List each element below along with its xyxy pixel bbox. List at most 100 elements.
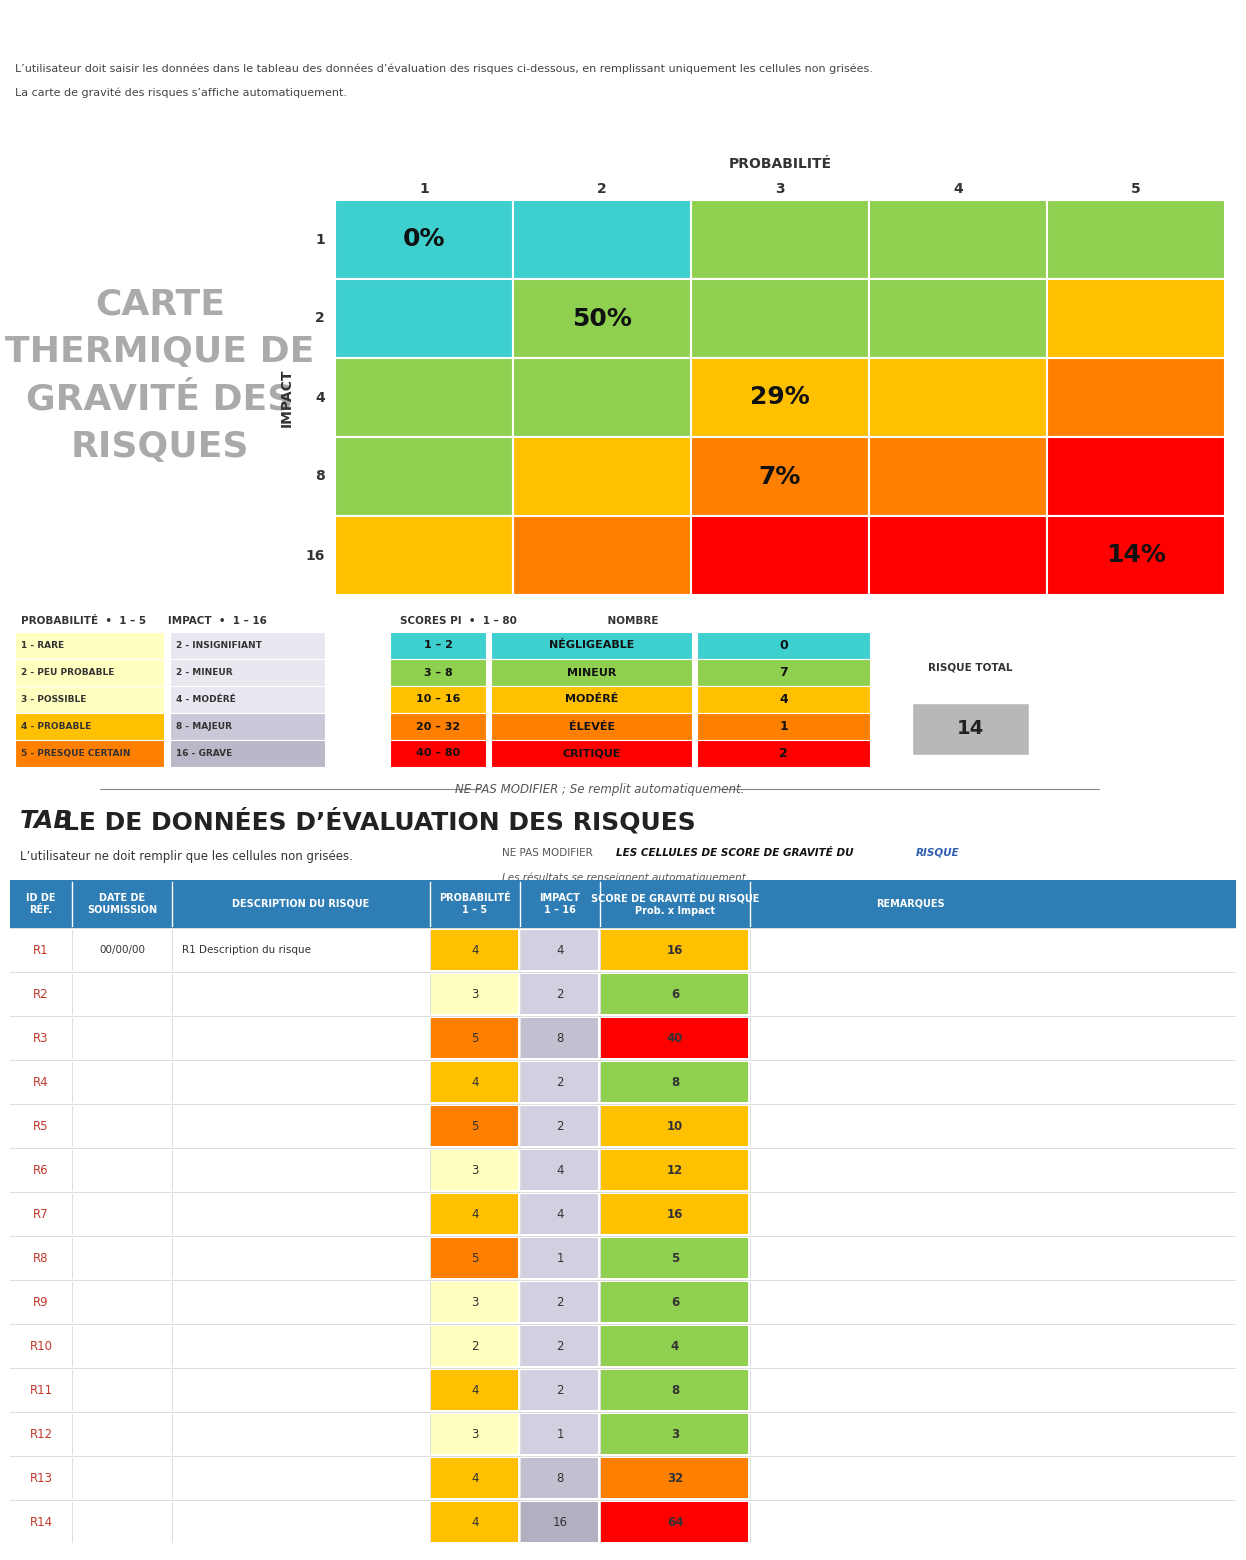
Bar (521, 1106, 598, 1145)
Text: 4: 4 (471, 1207, 478, 1220)
Bar (15, 658, 163, 686)
Text: 16: 16 (552, 1515, 567, 1529)
Text: LES CELLULES DE SCORE DE GRAVITÉ DU: LES CELLULES DE SCORE DE GRAVITÉ DU (616, 847, 857, 858)
Bar (868, 516, 1047, 594)
Bar (431, 1195, 517, 1234)
Text: R7: R7 (34, 1207, 49, 1220)
Text: MINEUR: MINEUR (567, 668, 617, 677)
Bar (491, 658, 693, 686)
Text: La carte de gravité des risques s’affiche automatiquement.: La carte de gravité des risques s’affich… (15, 87, 346, 98)
Bar (431, 973, 517, 1014)
Text: R1 Description du risque: R1 Description du risque (182, 945, 310, 955)
Text: 4: 4 (670, 1340, 679, 1353)
Bar (521, 1415, 598, 1454)
Bar (602, 1239, 748, 1278)
Text: Les résultats se renseignent automatiquement.: Les résultats se renseignent automatique… (502, 872, 749, 883)
Text: REMARQUES: REMARQUES (876, 899, 944, 909)
Text: IMPACT: IMPACT (280, 368, 294, 427)
Text: NE PAS MODIFIER ; Se remplit automatiquement.: NE PAS MODIFIER ; Se remplit automatique… (455, 783, 745, 796)
Bar (390, 632, 486, 658)
Text: LE DE DONNÉES D’ÉVALUATION DES RISQUES: LE DE DONNÉES D’ÉVALUATION DES RISQUES (62, 808, 695, 835)
Bar (491, 632, 693, 658)
Text: 1: 1 (419, 183, 429, 197)
Text: DESCRIPTION DU RISQUE: DESCRIPTION DU RISQUE (232, 899, 370, 909)
Bar (1047, 200, 1225, 279)
Text: 5: 5 (1131, 183, 1141, 197)
Text: 20 – 32: 20 – 32 (416, 721, 460, 732)
Text: 4: 4 (471, 1471, 478, 1485)
Text: 4: 4 (556, 1207, 563, 1220)
Bar (169, 739, 325, 768)
Text: R11: R11 (30, 1384, 52, 1396)
Bar (602, 1502, 748, 1541)
Text: 0%: 0% (402, 228, 445, 251)
Bar (15, 739, 163, 768)
Text: 5: 5 (471, 1031, 478, 1045)
Bar (521, 1459, 598, 1498)
Text: 4: 4 (556, 1164, 563, 1176)
Bar (521, 930, 598, 970)
Text: 4 - PROBABLE: 4 - PROBABLE (21, 722, 91, 732)
Bar (431, 1106, 517, 1145)
Text: 1: 1 (556, 1251, 563, 1265)
Bar (1047, 516, 1225, 594)
Text: 29%: 29% (750, 385, 810, 409)
Bar (169, 632, 325, 658)
Bar (698, 713, 870, 739)
Text: 40 – 80: 40 – 80 (416, 749, 460, 758)
Text: 4: 4 (471, 944, 478, 956)
Text: 4: 4 (471, 1075, 478, 1089)
Text: R3: R3 (34, 1031, 49, 1045)
Bar (698, 686, 870, 713)
Bar (431, 1415, 517, 1454)
Text: 40: 40 (667, 1031, 683, 1045)
Bar (390, 713, 486, 739)
Bar (431, 1019, 517, 1058)
Text: 14%: 14% (1106, 543, 1166, 568)
Text: 64: 64 (667, 1515, 683, 1529)
Bar (521, 1150, 598, 1190)
Bar (513, 437, 692, 516)
Text: R8: R8 (34, 1251, 49, 1265)
Text: 4: 4 (315, 390, 325, 404)
Text: PROBABILITÉ: PROBABILITÉ (729, 158, 831, 172)
Text: 1 - RARE: 1 - RARE (21, 641, 65, 651)
Bar (491, 739, 693, 768)
Bar (169, 658, 325, 686)
Text: PROBABILITÉ  •  1 – 5      IMPACT  •  1 – 16: PROBABILITÉ • 1 – 5 IMPACT • 1 – 16 (21, 616, 267, 626)
Bar (390, 658, 486, 686)
Text: R6: R6 (34, 1164, 49, 1176)
Bar (335, 516, 513, 594)
Bar (602, 1459, 748, 1498)
Bar (868, 357, 1047, 437)
Text: 4 - MODÉRÉ: 4 - MODÉRÉ (176, 696, 235, 704)
Text: 4: 4 (556, 944, 563, 956)
Text: R10: R10 (30, 1340, 52, 1353)
Text: 3: 3 (471, 1427, 478, 1440)
Text: R1: R1 (34, 944, 49, 956)
Text: 5: 5 (471, 1251, 478, 1265)
Bar (431, 1326, 517, 1367)
Bar (335, 437, 513, 516)
Text: MODÉRÉ: MODÉRÉ (564, 694, 618, 705)
Text: 16: 16 (667, 1207, 683, 1220)
Text: CARTE
THERMIQUE DE
GRAVITÉ DES
RISQUES: CARTE THERMIQUE DE GRAVITÉ DES RISQUES (5, 287, 315, 463)
Text: 3: 3 (471, 1164, 478, 1176)
Bar (602, 1062, 748, 1101)
Bar (491, 713, 693, 739)
Text: NE PAS MODIFIER: NE PAS MODIFIER (502, 847, 593, 858)
Text: R5: R5 (34, 1120, 49, 1133)
Text: RISQUE TOTAL: RISQUE TOTAL (928, 663, 1012, 672)
Bar (513, 200, 692, 279)
Text: 7%: 7% (759, 465, 801, 488)
Text: 2: 2 (471, 1340, 478, 1353)
Text: 1 – 2: 1 – 2 (424, 641, 452, 651)
Bar (692, 279, 868, 357)
Text: 0: 0 (779, 640, 787, 652)
Text: 3: 3 (471, 987, 478, 1000)
Bar (15, 686, 163, 713)
Text: 4: 4 (779, 693, 787, 707)
Bar (15, 632, 163, 658)
Bar (513, 357, 692, 437)
Text: 16: 16 (667, 944, 683, 956)
